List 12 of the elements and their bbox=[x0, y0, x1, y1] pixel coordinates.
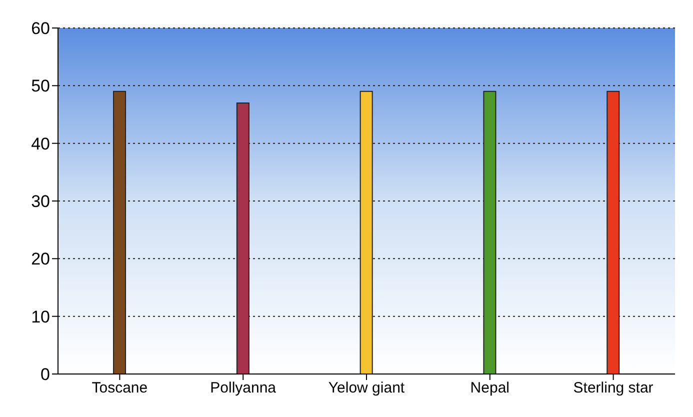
y-tick-label: 20 bbox=[31, 250, 50, 269]
y-tick-label: 10 bbox=[31, 307, 50, 326]
x-tick-label: Nepal bbox=[470, 380, 510, 397]
x-tick-label: Sterling star bbox=[573, 380, 654, 397]
y-tick-label: 60 bbox=[31, 19, 50, 38]
x-tick-label: Pollyanna bbox=[210, 380, 277, 397]
x-tick-label: Yelow giant bbox=[328, 380, 406, 397]
x-tick-label: Toscane bbox=[92, 380, 148, 397]
y-tick-label: 30 bbox=[31, 192, 50, 212]
y-tick-label: 40 bbox=[31, 134, 50, 154]
y-tick-label: 0 bbox=[40, 365, 50, 384]
y-tick-label: 50 bbox=[31, 76, 50, 96]
